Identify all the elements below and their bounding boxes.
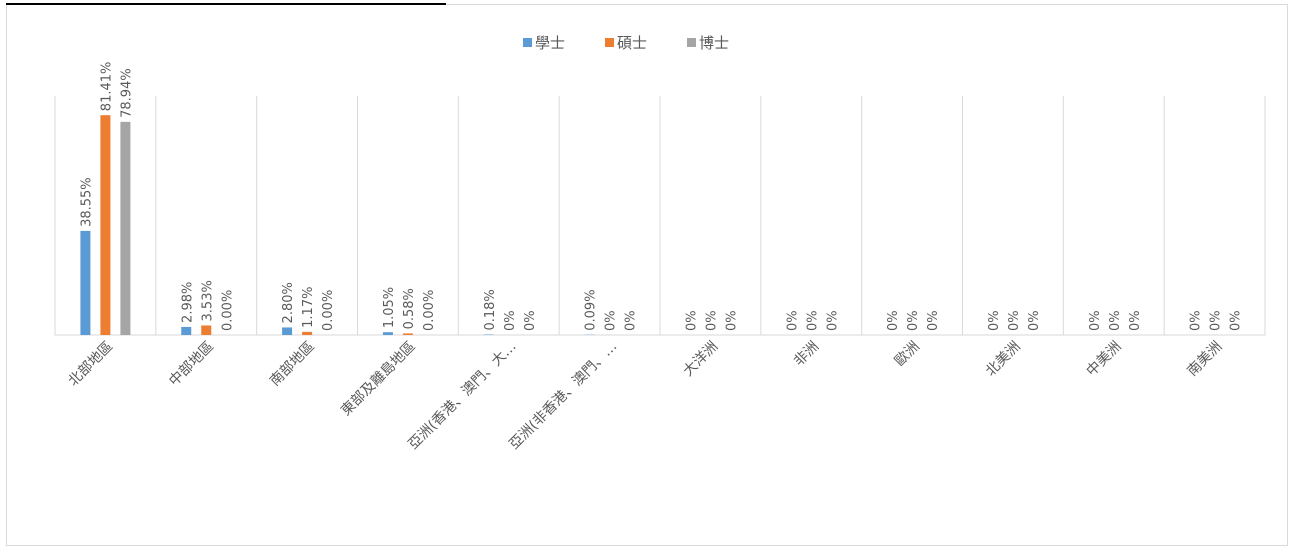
data-label: 2.80% — [281, 282, 296, 323]
data-label: 0% — [724, 310, 739, 331]
data-label: 0% — [1027, 310, 1042, 331]
data-label: 0.00% — [422, 290, 437, 331]
data-label: 0% — [926, 310, 941, 331]
data-label: 0% — [624, 310, 639, 331]
data-label: 1.17% — [301, 287, 316, 328]
category-label: 北部地區 — [65, 339, 116, 390]
data-label: 0% — [805, 310, 820, 331]
category-label: 歐洲 — [892, 339, 923, 370]
category-label: 大洋洲 — [680, 339, 721, 380]
data-label: 0% — [704, 310, 719, 331]
category-label: 北美洲 — [983, 339, 1024, 380]
data-label: 0% — [1088, 310, 1103, 331]
legend: 學士 碩士 博士 — [523, 34, 729, 52]
data-label: 0% — [987, 310, 1002, 331]
data-label: 0% — [684, 310, 699, 331]
data-label: 81.41% — [99, 62, 114, 112]
data-label: 0% — [1128, 310, 1143, 331]
data-label: 0% — [1108, 310, 1123, 331]
category-label: 南美洲 — [1184, 339, 1225, 380]
legend-label: 學士 — [535, 34, 565, 52]
data-label: 0% — [604, 310, 619, 331]
data-label: 0% — [1229, 310, 1244, 331]
category-label: 東部及離島地區 — [337, 338, 418, 419]
data-label: 0% — [523, 310, 538, 331]
bar-1-cat-4 — [382, 332, 393, 335]
category-label: 亞洲(非香港、澳門、… — [506, 339, 620, 453]
data-label: 0.09% — [584, 289, 599, 330]
data-label: 0.18% — [483, 289, 498, 330]
bar-1-cat-1 — [80, 230, 91, 335]
data-label: 0% — [906, 310, 921, 331]
bar-2-cat-4 — [402, 333, 413, 335]
bar-2-cat-2 — [201, 325, 212, 335]
bar-1-cat-3 — [282, 327, 293, 335]
category-label: 亞洲(香港、澳門、大… — [405, 339, 519, 453]
bar-2-cat-1 — [100, 115, 111, 336]
data-label: 3.53% — [200, 280, 215, 321]
data-label: 0% — [1209, 310, 1224, 331]
legend-swatch — [523, 38, 532, 47]
data-label: 0% — [825, 310, 840, 331]
top-rule — [6, 3, 446, 5]
bar-3-cat-1 — [120, 121, 131, 335]
data-label: 0.00% — [321, 290, 336, 331]
bar-1-cat-2 — [181, 326, 192, 335]
data-label: 0.00% — [220, 290, 235, 331]
category-gridlines — [54, 96, 1266, 336]
chart-frame — [6, 4, 1288, 546]
bars — [80, 115, 595, 336]
category-label: 南部地區 — [267, 339, 318, 390]
category-label: 中部地區 — [166, 339, 217, 390]
data-label: 38.55% — [79, 177, 94, 227]
data-label: 0% — [1007, 310, 1022, 331]
data-label: 2.98% — [180, 282, 195, 323]
legend-swatch — [687, 38, 696, 47]
data-label: 78.94% — [119, 68, 134, 118]
legend-label: 碩士 — [617, 34, 647, 52]
data-label: 0% — [886, 310, 901, 331]
category-label: 非洲 — [791, 339, 822, 370]
data-label: 0% — [785, 310, 800, 331]
data-labels: 38.55%2.98% 2.80% 1.05% 0.18% 0.09% 0% 0% 0% 0% 0… — [79, 62, 1243, 331]
category-label: 中美洲 — [1084, 339, 1125, 380]
data-label: 0% — [1189, 310, 1204, 331]
data-label: 0.58% — [402, 288, 417, 329]
legend-label: 博士 — [699, 34, 729, 52]
bar-2-cat-3 — [302, 331, 313, 335]
legend-swatch — [605, 38, 614, 47]
data-label: 0% — [503, 310, 518, 331]
category-labels: 北部地區 中部地區 南部地區 東部及離島地區亞洲(香港、澳門、大…亞洲(非香港、澳門、… — [65, 338, 1225, 453]
data-label: 1.05% — [382, 287, 397, 328]
